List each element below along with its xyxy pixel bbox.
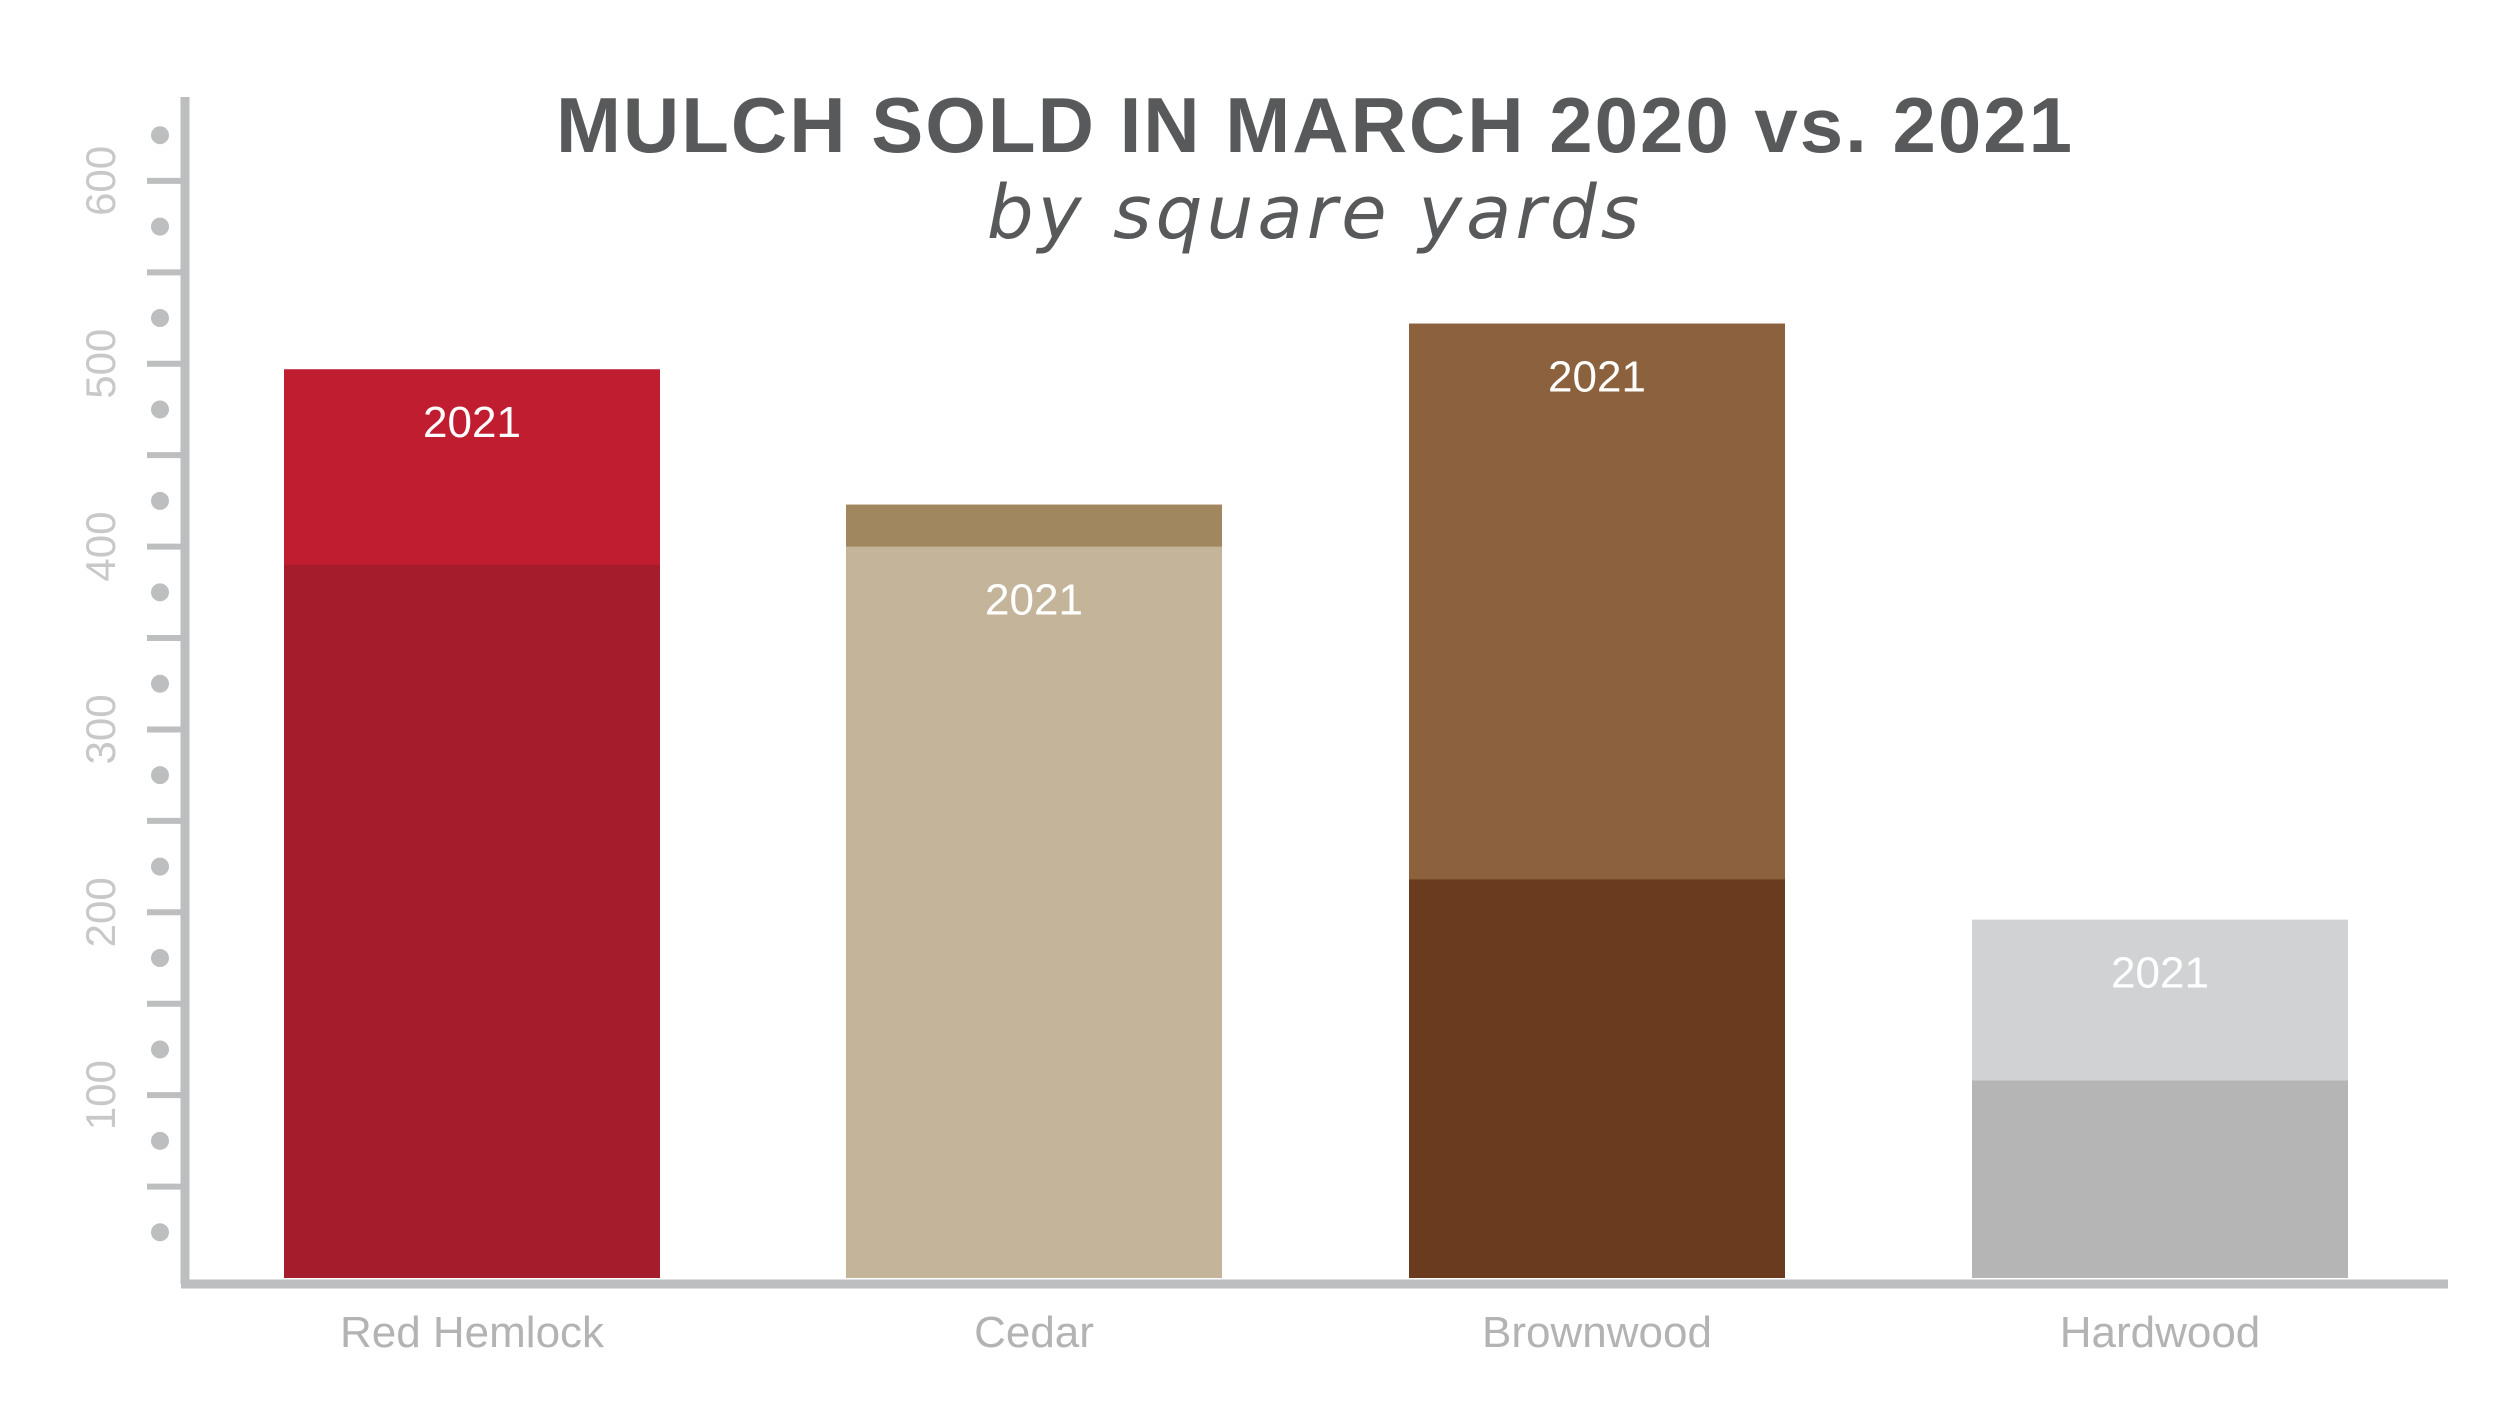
category-label: Red Hemlock xyxy=(340,1308,605,1357)
y-tick-label: 400 xyxy=(77,512,124,582)
y-tick-dot xyxy=(151,583,169,602)
y-tick-label: 100 xyxy=(77,1060,124,1130)
bar-2020 xyxy=(1972,1080,2348,1278)
chart-title: MULCH SOLD IN MARCH 2020 vs. 2021 xyxy=(556,81,2074,169)
y-tick-dot xyxy=(151,217,169,236)
category-label: Brownwood xyxy=(1482,1308,1712,1357)
chart-subtitle: by square yards xyxy=(987,170,1644,256)
bar-label: 2021 xyxy=(423,398,521,447)
category-label: Cedar xyxy=(974,1308,1094,1357)
y-tick-label: 200 xyxy=(77,877,124,947)
y-tick-dot xyxy=(151,126,169,145)
bar-label: 2021 xyxy=(1548,353,1646,402)
y-tick-label: 600 xyxy=(77,146,124,216)
bar-2020 xyxy=(284,564,660,1278)
category-label: Hardwood xyxy=(2060,1308,2261,1357)
y-tick-dot xyxy=(151,766,169,785)
y-tick-label: 300 xyxy=(77,694,124,764)
y-tick-dot xyxy=(151,674,169,693)
y-tick-dot xyxy=(151,491,169,510)
y-tick-dot xyxy=(151,400,169,419)
bar-2020 xyxy=(846,546,1222,1278)
bar-2020 xyxy=(1409,879,1785,1278)
y-tick-dot xyxy=(151,1131,169,1150)
y-tick-label: 500 xyxy=(77,329,124,399)
labels: 2021 Red Hemlock 2021 Cedar 2021 Brownwood 202… xyxy=(340,353,2260,1357)
y-tick-dot xyxy=(151,1223,169,1242)
y-tick-dot xyxy=(151,1040,169,1059)
y-tick-dot xyxy=(151,857,169,876)
y-tick-dot xyxy=(151,309,169,328)
y-tick-dot xyxy=(151,949,169,968)
bars xyxy=(284,323,2348,1279)
axes: 100 200 300 400 500 600 xyxy=(77,97,2448,1289)
bar-label: 2021 xyxy=(985,576,1083,625)
bar-label: 2021 xyxy=(2111,949,2209,998)
